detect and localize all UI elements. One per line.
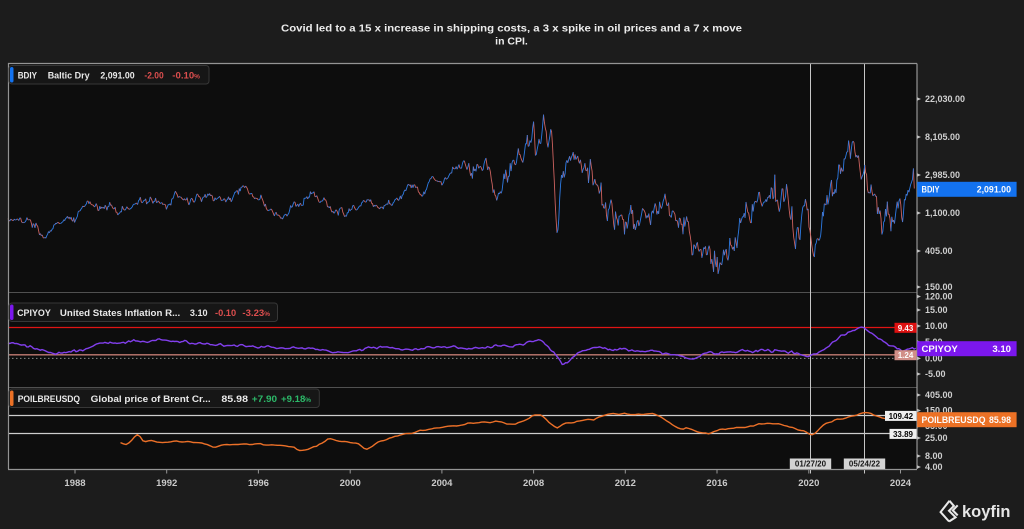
- svg-text:2,091.00: 2,091.00: [977, 185, 1011, 196]
- svg-text:-3.23%: -3.23%: [242, 308, 270, 319]
- svg-text:United States Inflation R...: United States Inflation R...: [60, 308, 180, 319]
- svg-text:2024: 2024: [890, 478, 912, 489]
- svg-text:3.10: 3.10: [190, 308, 208, 319]
- svg-text:4.00: 4.00: [925, 462, 943, 472]
- svg-text:150.00: 150.00: [925, 406, 953, 416]
- svg-text:1988: 1988: [64, 478, 85, 489]
- svg-text:BDIY: BDIY: [18, 70, 38, 81]
- svg-text:8.00: 8.00: [925, 451, 943, 461]
- svg-text:405.00: 405.00: [925, 390, 953, 400]
- svg-text:2,985.00: 2,985.00: [925, 170, 960, 180]
- svg-text:10.00: 10.00: [925, 321, 948, 331]
- svg-text:0.00: 0.00: [925, 354, 943, 364]
- svg-text:-2.00: -2.00: [144, 70, 163, 81]
- svg-text:85.98: 85.98: [989, 415, 1011, 425]
- svg-text:150.00: 150.00: [925, 282, 953, 292]
- svg-text:2008: 2008: [523, 478, 544, 489]
- svg-text:22,030.00: 22,030.00: [925, 94, 965, 104]
- svg-text:-0.10%: -0.10%: [172, 70, 200, 81]
- svg-text:2020: 2020: [798, 478, 819, 489]
- svg-text:120.00: 120.00: [925, 292, 953, 302]
- svg-text:BDIY: BDIY: [922, 185, 940, 196]
- svg-text:2004: 2004: [431, 478, 453, 489]
- svg-text:1996: 1996: [248, 478, 269, 489]
- svg-text:Baltic Dry: Baltic Dry: [48, 70, 91, 81]
- svg-text:1.24: 1.24: [898, 351, 914, 360]
- svg-text:-0.10: -0.10: [215, 308, 236, 319]
- svg-text:3.10: 3.10: [992, 344, 1011, 355]
- svg-text:in CPI.: in CPI.: [495, 36, 528, 48]
- svg-text:1992: 1992: [156, 478, 177, 489]
- svg-text:POILBREUSDQ: POILBREUSDQ: [922, 415, 986, 425]
- svg-text:2000: 2000: [340, 478, 361, 489]
- svg-text:405.00: 405.00: [925, 246, 953, 256]
- svg-text:109.42: 109.42: [889, 412, 914, 421]
- svg-text:2,091.00: 2,091.00: [100, 70, 134, 81]
- svg-text:POILBREUSDQ: POILBREUSDQ: [18, 394, 81, 405]
- svg-text:CPIYOY: CPIYOY: [922, 344, 959, 355]
- svg-text:85.98: 85.98: [221, 394, 248, 405]
- svg-text:2012: 2012: [615, 478, 636, 489]
- svg-text:+7.90: +7.90: [252, 394, 277, 405]
- svg-text:1,100.00: 1,100.00: [925, 208, 960, 218]
- svg-text:2016: 2016: [706, 478, 727, 489]
- svg-text:-5.00: -5.00: [925, 369, 946, 379]
- svg-text:Covid led to a 15 x increase i: Covid led to a 15 x increase in shipping…: [281, 23, 742, 35]
- svg-text:33.89: 33.89: [893, 430, 914, 439]
- svg-text:15.00: 15.00: [925, 305, 948, 315]
- svg-text:01/27/20: 01/27/20: [795, 460, 827, 469]
- svg-text:9.43: 9.43: [898, 324, 914, 333]
- svg-text:koyfin: koyfin: [962, 503, 1011, 521]
- svg-text:+9.18%: +9.18%: [281, 394, 311, 405]
- svg-text:CPIYOY: CPIYOY: [17, 308, 51, 319]
- svg-text:25.00: 25.00: [925, 433, 948, 443]
- svg-text:Global price of Brent Cr...: Global price of Brent Cr...: [91, 394, 211, 405]
- svg-text:05/24/22: 05/24/22: [849, 460, 881, 469]
- svg-text:8,105.00: 8,105.00: [925, 132, 960, 142]
